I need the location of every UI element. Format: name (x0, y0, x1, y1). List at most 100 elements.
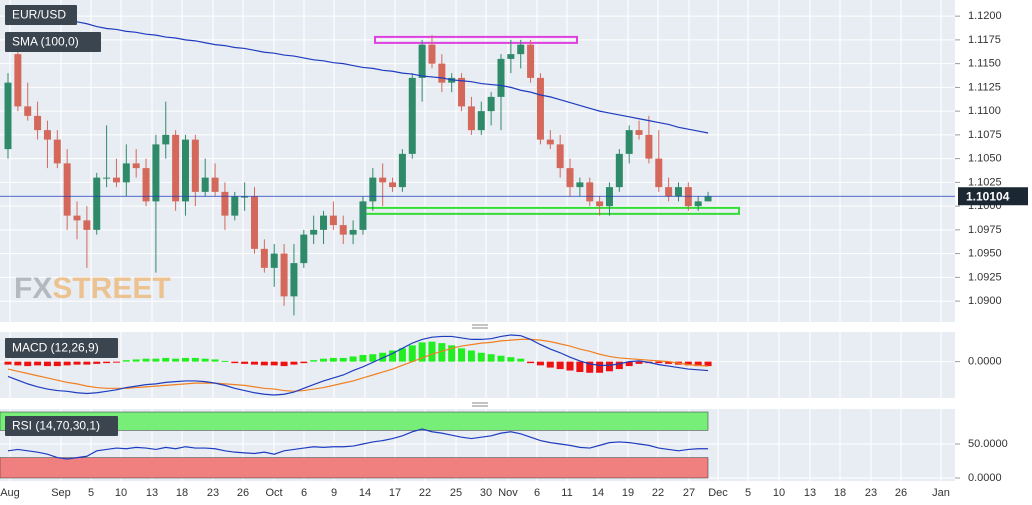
candle-body (43, 130, 51, 140)
candle-body (201, 177, 209, 192)
candle-body (73, 215, 81, 221)
candle-body (63, 163, 71, 216)
histogram-bar (349, 356, 357, 362)
histogram-bar (329, 357, 337, 362)
panel-label: RSI (14,70,30,1) (12, 419, 100, 433)
histogram-bar (497, 355, 505, 362)
x-tick-label: 6 (301, 487, 307, 499)
histogram-bar (103, 361, 111, 364)
histogram-bar (122, 360, 130, 362)
candle-body (389, 182, 397, 188)
candle-body (53, 139, 61, 164)
candle-body (694, 201, 702, 207)
histogram-bar (172, 358, 180, 362)
histogram-bar (556, 361, 564, 370)
histogram-bar (418, 342, 426, 362)
histogram-bar (181, 357, 189, 362)
x-tick-label: Oct (265, 487, 282, 499)
histogram-bar (201, 358, 209, 362)
y-tick-label: 1.1050 (968, 153, 1002, 165)
watermark-street: STREET (52, 272, 170, 305)
oversold-zone (0, 457, 709, 479)
candle-body (438, 63, 446, 83)
y-tick-label: 1.0925 (968, 271, 1002, 283)
x-tick-label: Jan (932, 487, 950, 499)
panel-label: MACD (12,26,9) (12, 341, 99, 355)
panel-label-box (5, 338, 118, 358)
last-price-box (958, 187, 1028, 206)
candle-body (34, 115, 42, 131)
candle-body (418, 44, 426, 78)
histogram-bar (260, 361, 268, 366)
histogram-bar (625, 361, 633, 367)
x-tick-label: 22 (419, 487, 431, 499)
x-tick-label: 26 (237, 487, 249, 499)
candle-body (359, 201, 367, 230)
histogram-bar (586, 361, 594, 373)
y-tick-label: 1.1025 (968, 176, 1002, 188)
histogram-bar (73, 361, 81, 365)
histogram-bar (112, 361, 120, 363)
macd-panel (0, 332, 955, 398)
candle-body (467, 106, 475, 131)
marks (0, 6, 955, 479)
histogram-bar (684, 361, 692, 366)
y-tick-label: 1.1100 (968, 105, 1001, 117)
labels: 1.1200 1.1175 1.1150 1.1125 1.1100 1.1075 1.10… (0, 5, 1028, 499)
candle-body (4, 82, 12, 150)
last-price-label: 1.10104 (966, 189, 1010, 203)
candle-body (477, 111, 485, 131)
y-tick-label: 1.1075 (968, 129, 1002, 141)
y-tick-label: 1.0900 (968, 295, 1002, 307)
candle-body (665, 187, 673, 197)
x-tick-label: 25 (450, 487, 462, 499)
histogram-bar (665, 361, 673, 364)
histogram-bar (231, 361, 239, 364)
candle-body (300, 234, 308, 264)
histogram-bar (566, 361, 574, 371)
candle-body (310, 229, 318, 235)
candle-body (645, 134, 653, 159)
histogram-bar (162, 357, 170, 362)
y-tick-label: 1.0950 (968, 248, 1002, 260)
histogram-bar (398, 348, 406, 362)
x-tick-label: 10 (773, 487, 785, 499)
histogram-bar (191, 357, 199, 362)
candle-body (290, 263, 298, 297)
histogram-bar (251, 361, 258, 365)
rsi-line (7, 428, 709, 460)
histogram-bar (477, 352, 485, 362)
histogram-bar (93, 361, 101, 364)
histogram-bar (4, 361, 12, 365)
x-tick-label: 17 (389, 487, 401, 499)
candle-body (487, 96, 495, 112)
x-tick-label: Sep (51, 487, 71, 499)
candle-body (625, 130, 633, 154)
histogram-bar (389, 350, 397, 362)
x-tick-label: 23 (865, 487, 877, 499)
y-tick-label: 0.0000 (968, 356, 1002, 368)
macd-line (7, 334, 709, 396)
x-tick-label: 18 (834, 487, 846, 499)
x-tick-label: Dec (708, 487, 728, 499)
histogram-bar (527, 361, 535, 364)
panel-handle[interactable] (472, 324, 488, 407)
candle-body (241, 196, 249, 198)
candle-body (507, 54, 515, 59)
x-tick-label: 9 (331, 487, 337, 499)
histogram-bar (270, 361, 278, 366)
histogram-bar (635, 361, 643, 364)
x-tick-label: 13 (146, 487, 158, 499)
x-tick-label: 13 (804, 487, 816, 499)
x-tick-label: 22 (652, 487, 664, 499)
sma-line (7, 6, 709, 134)
y-tick-label: 1.1125 (968, 81, 1001, 93)
candle-body (221, 191, 229, 216)
candle-body (586, 182, 594, 202)
histogram-bar (507, 357, 515, 362)
watermark-fx: FX (14, 272, 52, 305)
candle-body (517, 44, 525, 55)
candle-body (408, 77, 416, 154)
histogram-bar (211, 359, 219, 362)
